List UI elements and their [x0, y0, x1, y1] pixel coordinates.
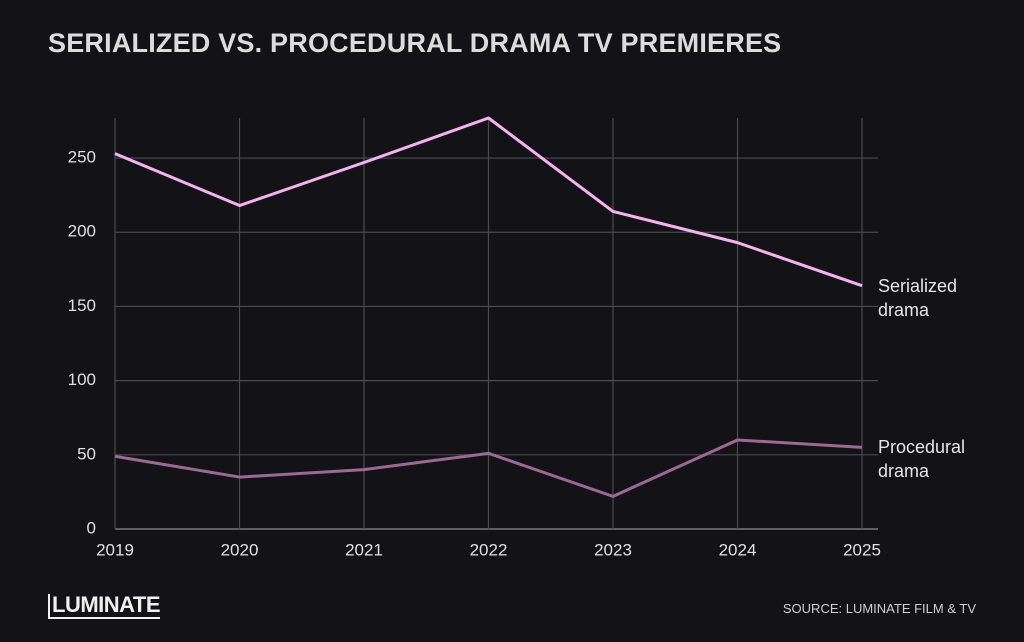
x-tick-label: 2025	[843, 540, 881, 559]
y-tick-label: 0	[87, 518, 96, 537]
x-tick-label: 2020	[221, 540, 259, 559]
logo: LUMINATE	[48, 594, 161, 619]
y-tick-label: 200	[68, 222, 96, 241]
x-tick-label: 2022	[470, 540, 508, 559]
series-line	[114, 438, 863, 498]
y-tick-label: 50	[77, 444, 96, 463]
x-tick-label: 2019	[96, 540, 134, 559]
x-tick-label: 2024	[719, 540, 757, 559]
source-note: SOURCE: LUMINATE FILM & TV	[782, 601, 976, 616]
y-tick-label: 150	[68, 296, 96, 315]
series-label: Serialized drama	[878, 275, 958, 320]
series-line	[114, 116, 863, 288]
y-tick-label: 250	[68, 148, 96, 167]
chart-title: SERIALIZED VS. PROCEDURAL DRAMA TV PREMI…	[48, 28, 782, 58]
x-tick-label: 2023	[594, 540, 632, 559]
series-label: Procedural drama	[878, 437, 966, 482]
y-tick-label: 100	[68, 370, 96, 389]
x-tick-label: 2021	[345, 540, 383, 559]
